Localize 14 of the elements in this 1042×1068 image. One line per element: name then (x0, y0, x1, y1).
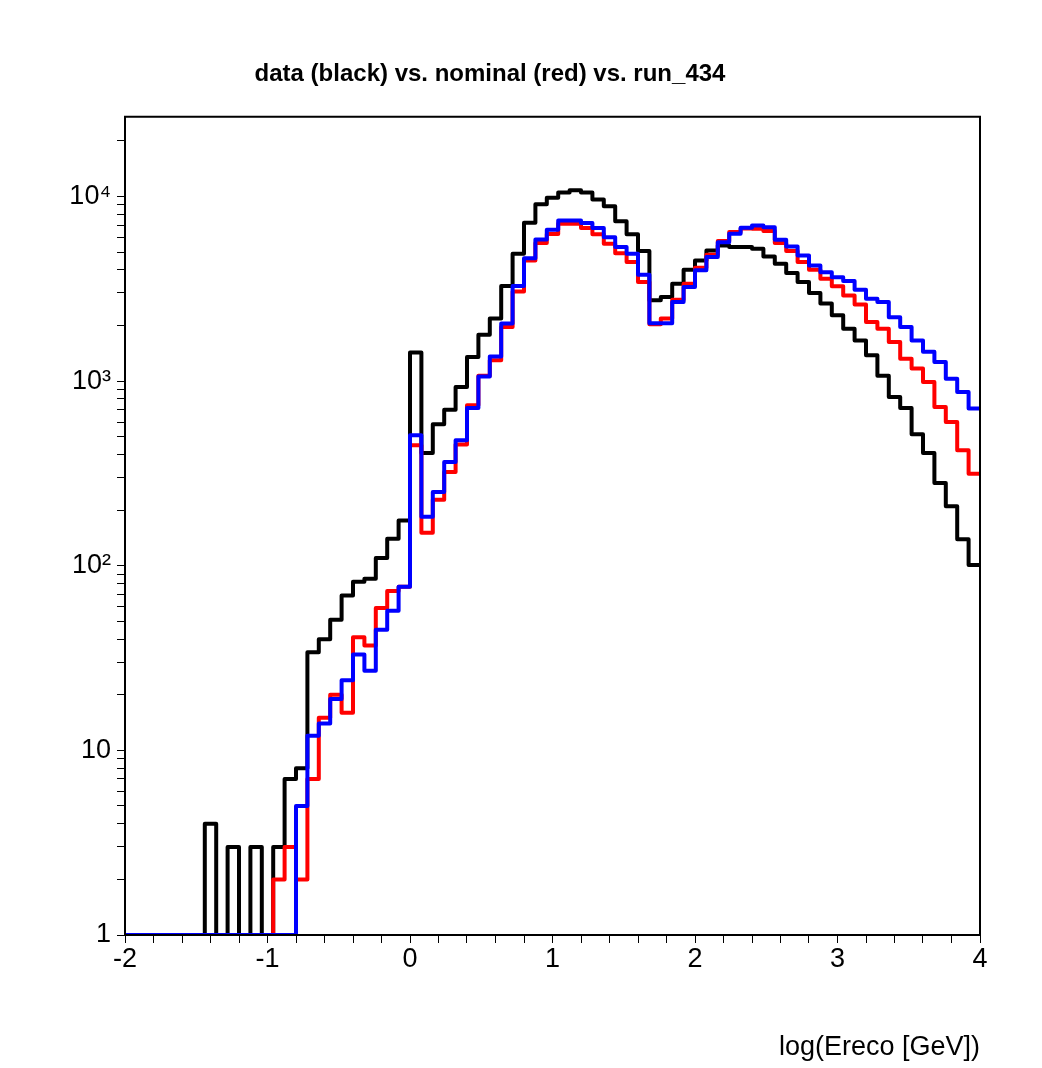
x-tick-label: -2 (112, 942, 138, 973)
x-tick-label: -1 (255, 942, 280, 973)
x-tick-label: 1 (544, 942, 561, 973)
x-tick-label: 3 (829, 942, 846, 973)
y-tick-label: 10³ (71, 364, 111, 395)
chart-title: data (black) vs. nominal (red) vs. run_434 (254, 59, 727, 87)
y-tick-label: 10⁴ (69, 179, 111, 210)
y-tick-label: 1 (95, 918, 111, 949)
x-axis-title: log(Ereco [GeV]) (778, 1031, 980, 1062)
x-tick-label: 4 (972, 942, 988, 973)
x-tick-label: 2 (687, 942, 703, 973)
y-tick-label: 10 (80, 733, 111, 764)
y-tick-label: 10² (71, 549, 111, 580)
x-tick-label: 0 (402, 942, 418, 973)
